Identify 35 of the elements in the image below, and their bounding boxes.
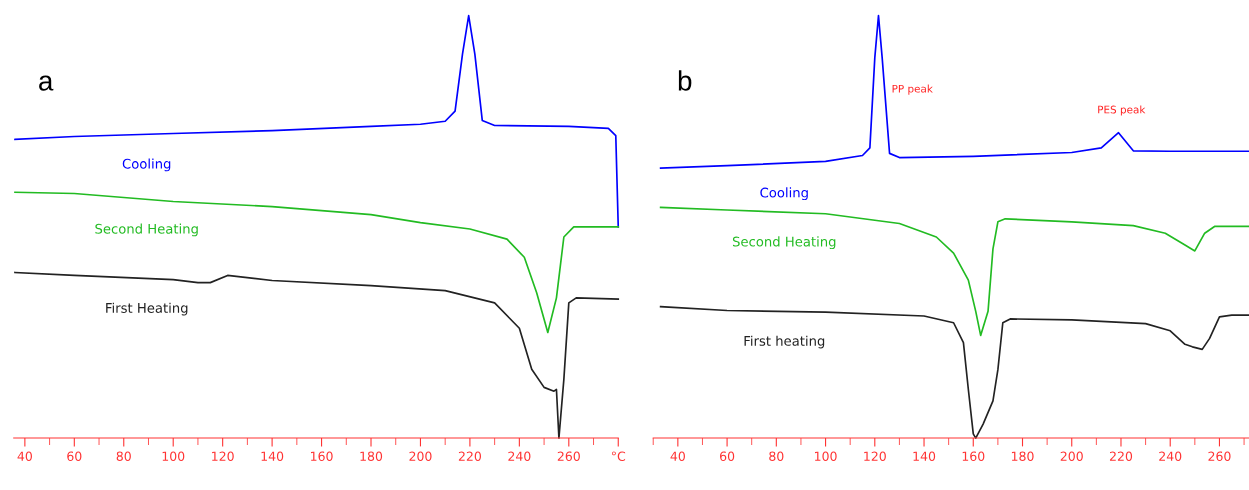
x-tick-label: 160	[311, 451, 333, 461]
x-tick-label: 40	[17, 451, 32, 461]
series-label: Cooling	[122, 158, 171, 172]
text: a	[39, 75, 54, 91]
x-tick-label: 260	[1208, 451, 1231, 461]
x-tick-label: 120	[212, 451, 234, 461]
x-tick-label: 180	[1011, 451, 1034, 461]
text: b	[678, 70, 692, 91]
x-tick-label: 160	[962, 451, 985, 461]
x-tick-label: 100	[162, 451, 185, 461]
x-tick-label: 240	[508, 451, 531, 461]
x-tick-label: 220	[458, 451, 482, 461]
x-tick-label: 200	[1060, 451, 1083, 461]
series-label: First heating	[744, 335, 825, 349]
x-tick-label: 60	[67, 451, 82, 461]
series-label: First Heating	[106, 302, 188, 316]
x-tick-label: 220	[1109, 451, 1133, 461]
x-tick-label: 100	[815, 451, 837, 461]
x-tick-label: 260	[557, 451, 580, 461]
annotation: PP peak	[892, 84, 933, 95]
x-tick-label: 140	[913, 451, 936, 461]
x-tick-label: 80	[116, 451, 131, 461]
series-label: Second Heating	[732, 236, 836, 250]
x-tick-label: 140	[261, 451, 284, 461]
series-label: Cooling	[760, 187, 808, 201]
x-tick-label: 200	[409, 451, 432, 461]
x-tick-label: 180	[360, 451, 383, 461]
series-label: Second Heating	[95, 223, 198, 237]
annotation: PES peak	[1098, 105, 1146, 116]
x-tick-label: 60	[720, 451, 735, 461]
x-tick-label: 240	[1159, 451, 1182, 461]
x-tick-label: °C	[611, 451, 626, 461]
x-tick-label: 40	[670, 451, 685, 461]
x-tick-label: 80	[769, 451, 784, 461]
x-tick-label: 120	[864, 451, 886, 461]
